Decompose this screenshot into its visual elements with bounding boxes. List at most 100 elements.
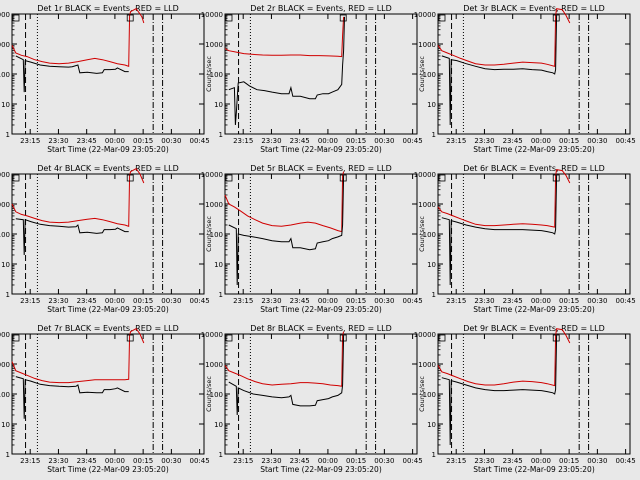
- corner-marker: [438, 14, 446, 22]
- y-tick-label: 1000: [0, 41, 10, 49]
- y-axis-label: Counts/sec: [205, 56, 213, 92]
- y-tick-label: 10: [427, 421, 436, 429]
- panel-title: Det 3r BLACK = Events, RED = LLD: [463, 4, 605, 13]
- y-tick-label: 10000: [201, 11, 223, 19]
- corner-marker: [12, 14, 20, 22]
- y-tick-label: 10000: [0, 11, 10, 19]
- x-tick-label: 00:00: [318, 137, 338, 145]
- y-tick-label: 10000: [414, 331, 436, 339]
- x-tick-label: 00:45: [190, 297, 210, 305]
- y-tick-label: 1000: [418, 361, 436, 369]
- spike-marker: [126, 174, 134, 182]
- x-tick-label: 00:45: [403, 297, 423, 305]
- x-tick-label: 23:15: [446, 297, 466, 305]
- corner-marker: [225, 174, 233, 182]
- y-tick-label: 10000: [414, 171, 436, 179]
- events-series-line: [15, 376, 129, 419]
- spike-marker: [339, 174, 347, 182]
- y-tick-label: 1: [432, 131, 436, 139]
- x-tick-label: 00:30: [161, 297, 181, 305]
- x-axis-label: Start Time (22-Mar-09 23:05:20): [473, 465, 595, 474]
- x-tick-label: 00:00: [531, 137, 551, 145]
- panel-det-1: Det 1r BLACK = Events, RED = LLD 1 10 100 10…: [0, 4, 210, 154]
- lld-series-line: [437, 169, 571, 228]
- x-tick-label: 00:30: [374, 137, 394, 145]
- x-tick-label: 00:15: [559, 297, 579, 305]
- lld-series-line: [224, 16, 345, 58]
- x-tick-label: 00:30: [587, 137, 607, 145]
- x-tick-label: 00:00: [318, 457, 338, 465]
- x-tick-label: 23:15: [233, 457, 253, 465]
- panel-title: Det 1r BLACK = Events, RED = LLD: [37, 4, 179, 13]
- panel-det-2: Det 2r BLACK = Events, RED = LLD 1 10 100 10…: [201, 4, 423, 154]
- y-axis-label: Counts/sec: [205, 216, 213, 252]
- events-series-line: [15, 55, 129, 93]
- panel-title: Det 2r BLACK = Events, RED = LLD: [250, 4, 392, 13]
- x-tick-label: 23:45: [503, 457, 523, 465]
- x-tick-label: 00:45: [190, 457, 210, 465]
- x-axis-label: Start Time (22-Mar-09 23:05:20): [47, 145, 169, 154]
- x-tick-label: 23:45: [503, 137, 523, 145]
- y-tick-label: 10: [214, 421, 223, 429]
- y-axis-label: Counts/sec: [418, 216, 426, 252]
- x-tick-label: 00:00: [105, 457, 125, 465]
- x-tick-label: 00:45: [616, 457, 636, 465]
- x-tick-label: 00:15: [346, 457, 366, 465]
- x-axis-label: Start Time (22-Mar-09 23:05:20): [260, 145, 382, 154]
- plot-frame: [11, 13, 205, 135]
- x-axis-label: Start Time (22-Mar-09 23:05:20): [260, 305, 382, 314]
- lld-series-line: [11, 8, 145, 67]
- y-tick-label: 1: [432, 451, 436, 459]
- events-series-line: [228, 16, 345, 126]
- y-axis-label: Counts/sec: [418, 56, 426, 92]
- y-tick-label: 10000: [0, 171, 10, 179]
- y-tick-label: 1: [6, 291, 10, 299]
- x-tick-label: 23:30: [474, 297, 494, 305]
- x-tick-label: 23:45: [290, 457, 310, 465]
- y-tick-label: 100: [0, 231, 10, 239]
- y-tick-label: 10000: [201, 331, 223, 339]
- x-tick-label: 00:30: [374, 457, 394, 465]
- x-tick-label: 23:45: [290, 137, 310, 145]
- x-tick-label: 23:30: [261, 297, 281, 305]
- x-tick-label: 23:30: [261, 457, 281, 465]
- panel-det-8: Det 8r BLACK = Events, RED = LLD 1 10 100 10…: [201, 324, 423, 474]
- x-tick-label: 00:45: [403, 457, 423, 465]
- x-tick-label: 00:00: [318, 297, 338, 305]
- corner-marker: [225, 334, 233, 342]
- y-tick-label: 1: [219, 291, 223, 299]
- y-tick-label: 10: [1, 101, 10, 109]
- lld-series-line: [224, 171, 345, 233]
- corner-marker: [12, 174, 20, 182]
- x-tick-label: 23:30: [48, 137, 68, 145]
- y-tick-label: 1000: [205, 361, 223, 369]
- x-tick-label: 00:30: [587, 457, 607, 465]
- spike-marker: [552, 174, 560, 182]
- corner-marker: [438, 174, 446, 182]
- y-tick-label: 100: [423, 391, 436, 399]
- panel-title: Det 6r BLACK = Events, RED = LLD: [463, 164, 605, 173]
- x-tick-label: 00:15: [133, 297, 153, 305]
- x-axis-label: Start Time (22-Mar-09 23:05:20): [47, 465, 169, 474]
- corner-marker: [12, 334, 20, 342]
- x-tick-label: 00:00: [531, 297, 551, 305]
- x-tick-label: 00:00: [531, 457, 551, 465]
- x-tick-label: 00:15: [559, 137, 579, 145]
- y-tick-label: 10: [427, 261, 436, 269]
- plot-frame: [437, 13, 631, 135]
- y-tick-label: 100: [423, 231, 436, 239]
- x-tick-label: 23:30: [48, 457, 68, 465]
- panel-title: Det 5r BLACK = Events, RED = LLD: [250, 164, 392, 173]
- x-tick-label: 00:00: [105, 297, 125, 305]
- x-tick-label: 00:15: [133, 137, 153, 145]
- y-tick-label: 1: [219, 131, 223, 139]
- events-series-line: [441, 335, 558, 446]
- panel-title: Det 7r BLACK = Events, RED = LLD: [37, 324, 179, 333]
- corner-marker: [225, 14, 233, 22]
- y-tick-label: 1000: [205, 41, 223, 49]
- x-tick-label: 23:15: [446, 457, 466, 465]
- x-tick-label: 23:15: [20, 137, 40, 145]
- y-tick-label: 100: [0, 71, 10, 79]
- x-tick-label: 23:30: [474, 457, 494, 465]
- y-tick-label: 1000: [0, 201, 10, 209]
